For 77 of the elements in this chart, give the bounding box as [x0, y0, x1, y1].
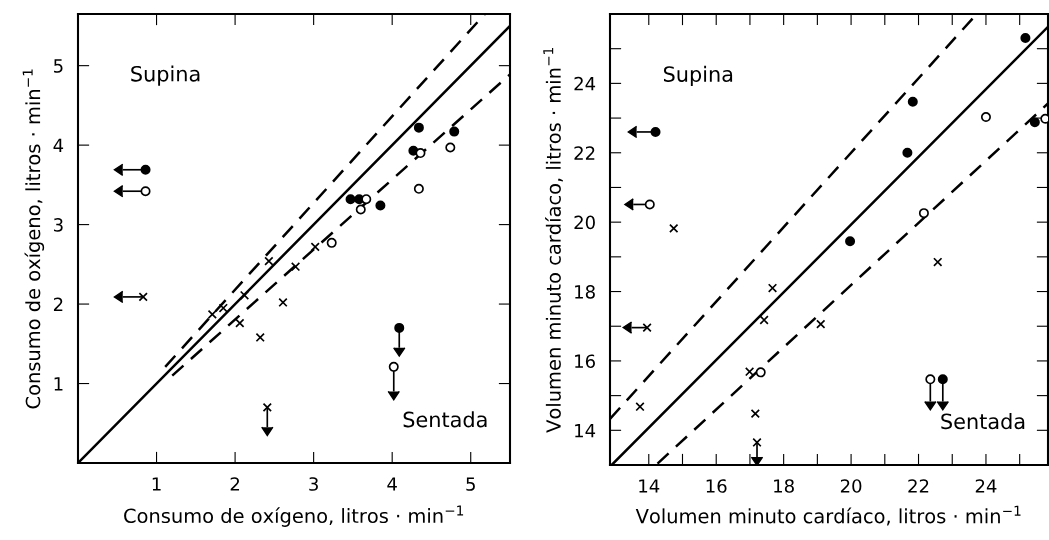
y-tick-label: 18 — [575, 285, 595, 299]
point — [326, 237, 337, 248]
x-tick-label: 3 — [309, 477, 318, 491]
point — [415, 148, 426, 159]
annotation: Sentada — [403, 411, 487, 428]
point — [290, 262, 301, 272]
point — [207, 309, 217, 320]
point — [980, 112, 991, 123]
y-tick-label: 20 — [574, 215, 595, 230]
y-axis-title: Consumo de oxígeno, litros · min$^{−1}$ — [22, 69, 45, 409]
y-tick-label: 3 — [54, 218, 63, 232]
x-tick-label: 24 — [975, 479, 997, 493]
x-tick-label: 20 — [840, 479, 862, 493]
point — [361, 194, 372, 205]
point — [140, 164, 151, 175]
x-axis-title: Volumen minuto cardíaco, litros · min$^{−1}$ — [635, 505, 1021, 526]
point — [445, 142, 456, 153]
y-tick-label: 22 — [574, 146, 595, 160]
point — [345, 194, 356, 205]
point — [755, 367, 766, 378]
y-tick-label: 1 — [54, 377, 63, 391]
point — [635, 402, 645, 412]
x-axis-title: Consumo de oxígeno, litros · min$^{−1}$ — [124, 505, 464, 527]
point — [644, 199, 655, 210]
x-tick-label: 16 — [706, 479, 727, 493]
point — [278, 297, 288, 308]
point — [235, 318, 245, 328]
point — [933, 257, 943, 267]
point — [218, 303, 228, 313]
point — [310, 242, 320, 252]
point — [845, 236, 856, 247]
point — [669, 223, 679, 234]
x-tick-label: 22 — [908, 479, 929, 493]
point — [255, 332, 265, 343]
annotation: Supina — [131, 65, 200, 86]
y-tick-label: 14 — [575, 424, 596, 438]
point — [752, 437, 762, 448]
point — [449, 126, 460, 137]
y-tick-label: 5 — [54, 59, 63, 73]
y-tick-label: 4 — [53, 138, 64, 152]
annotation: Sentada — [941, 413, 1025, 430]
x-tick-label: 2 — [230, 477, 240, 491]
point — [413, 183, 424, 194]
y-tick-label: 16 — [575, 354, 595, 369]
y-tick-label: 24 — [574, 76, 596, 91]
point — [394, 322, 405, 333]
annotation: Supina — [663, 65, 733, 86]
point — [262, 402, 272, 413]
point — [264, 256, 274, 266]
point — [902, 147, 913, 158]
point — [744, 367, 755, 377]
point — [937, 374, 948, 385]
point — [650, 126, 661, 137]
point — [140, 186, 151, 197]
point — [759, 315, 769, 325]
point — [918, 208, 929, 219]
x-tick-label: 1 — [152, 477, 161, 491]
point — [816, 319, 826, 329]
point — [767, 283, 778, 293]
point — [138, 292, 148, 302]
point — [1020, 32, 1031, 43]
x-tick-label: 5 — [466, 477, 475, 491]
point — [413, 122, 424, 133]
y-axis-title: Volumen minuto cardíaco, litros · min$^{−1}$ — [543, 47, 563, 433]
point — [239, 290, 250, 300]
point — [388, 361, 399, 372]
point — [355, 204, 366, 215]
point — [925, 374, 936, 385]
x-tick-label: 4 — [387, 477, 397, 491]
point — [1029, 117, 1040, 128]
point — [375, 200, 386, 211]
y-tick-label: 2 — [53, 297, 63, 311]
point — [907, 96, 918, 107]
x-tick-label: 14 — [639, 479, 660, 493]
x-tick-label: 18 — [774, 479, 794, 493]
point — [750, 409, 760, 419]
point — [642, 322, 652, 333]
